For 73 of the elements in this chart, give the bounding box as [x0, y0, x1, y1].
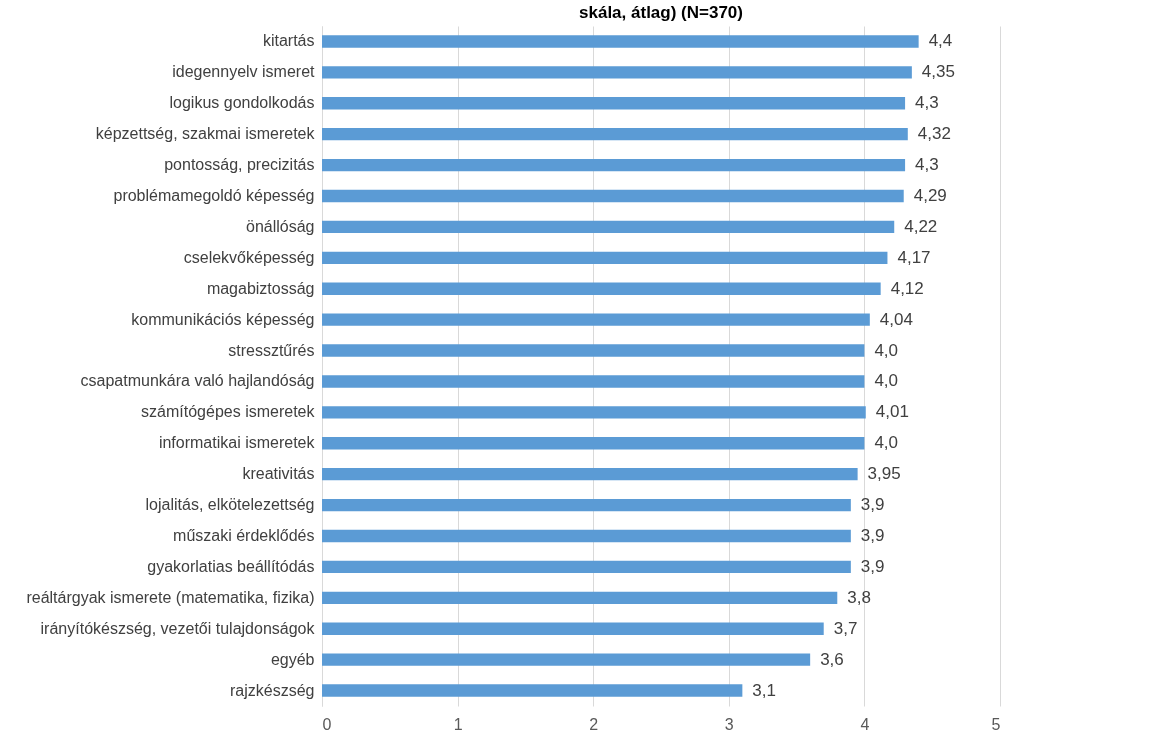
data-label: 4,4: [928, 31, 953, 51]
data-label: 4,3: [915, 155, 939, 175]
data-label: 4,01: [875, 402, 909, 422]
bar: [322, 158, 906, 172]
data-label: 4,17: [897, 247, 931, 267]
x-tick-label: 1: [453, 715, 463, 733]
data-label: 4,0: [874, 340, 899, 360]
y-tick-label: stressztűrés: [228, 341, 315, 359]
bar: [322, 251, 888, 264]
data-label: 4,0: [874, 371, 899, 391]
bar: [322, 375, 865, 388]
bar: [322, 498, 851, 512]
y-tick-label: problémamegoldó képesség: [113, 187, 315, 204]
bar: [322, 653, 811, 666]
y-tick-label: csapatmunkára való hajlandóság: [80, 372, 315, 390]
y-tick-label: magabiztosság: [206, 279, 315, 297]
bar: [322, 529, 851, 543]
data-label: 4,32: [917, 124, 951, 144]
y-tick-label: idegennyelv ismeret: [172, 63, 316, 81]
y-tick-label: rajzkészség: [230, 681, 315, 699]
y-tick-label: kommunikációs képesség: [131, 310, 315, 328]
bar: [322, 684, 743, 697]
y-tick-label: kreativitás: [242, 465, 315, 483]
bar: [322, 97, 906, 110]
bar: [322, 313, 870, 326]
y-tick-label: informatikai ismeretek: [158, 434, 316, 452]
y-tick-label: logikus gondolkodás: [169, 94, 315, 112]
bar: [322, 622, 824, 635]
y-tick-label: pontosság, precizitás: [164, 156, 315, 174]
bar: [322, 468, 858, 481]
y-tick-label: irányítókészség, vezetői tulajdonságok: [40, 619, 316, 637]
data-label: 4,29: [913, 186, 947, 205]
x-tick-label: 4: [860, 715, 870, 733]
data-label: 3,6: [820, 649, 844, 669]
data-label: 3,7: [833, 618, 858, 638]
data-label: 3,9: [860, 526, 885, 545]
bar: [322, 35, 919, 48]
x-tick-label: 2: [589, 715, 599, 733]
x-tick-label: 3: [724, 715, 734, 733]
bar: [322, 220, 895, 234]
bar: [322, 344, 865, 357]
chart-title: skála, átlag) (N=370): [579, 3, 743, 22]
y-tick-label: reáltárgyak ismerete (matematika, fizika): [26, 588, 315, 606]
bar: [322, 189, 904, 203]
y-tick-label: műszaki érdeklődés: [173, 527, 315, 544]
data-label: 3,1: [752, 680, 776, 700]
bar: [322, 66, 912, 79]
data-label: 3,95: [867, 464, 901, 484]
y-tick-label: kitartás: [262, 32, 315, 50]
bar: [322, 406, 866, 419]
y-tick-label: lojalitás, elkötelezettség: [145, 496, 315, 514]
x-tick-label: 0: [322, 715, 332, 733]
data-label: 4,04: [879, 309, 913, 329]
y-tick-label: számítógépes ismeretek: [141, 403, 316, 421]
data-label: 3,8: [847, 587, 871, 607]
data-label: 4,22: [904, 216, 938, 236]
y-tick-label: egyéb: [270, 650, 315, 668]
data-label: 3,9: [860, 556, 885, 576]
data-label: 3,9: [860, 495, 885, 515]
y-tick-label: cselekvőképesség: [183, 248, 315, 266]
y-tick-label: képzettség, szakmai ismeretek: [95, 125, 316, 143]
bar: [322, 437, 865, 450]
bar: [322, 591, 838, 604]
data-label: 4,0: [874, 433, 899, 453]
data-label: 4,12: [890, 278, 924, 298]
bar: [322, 128, 908, 141]
bar: [322, 282, 881, 295]
y-tick-label: önállóság: [246, 217, 315, 235]
data-label: 4,3: [915, 93, 939, 113]
y-tick-label: gyakorlatias beállítódás: [147, 557, 315, 575]
data-label: 4,35: [921, 62, 955, 82]
x-tick-label: 5: [991, 715, 1001, 733]
bar: [322, 560, 851, 574]
